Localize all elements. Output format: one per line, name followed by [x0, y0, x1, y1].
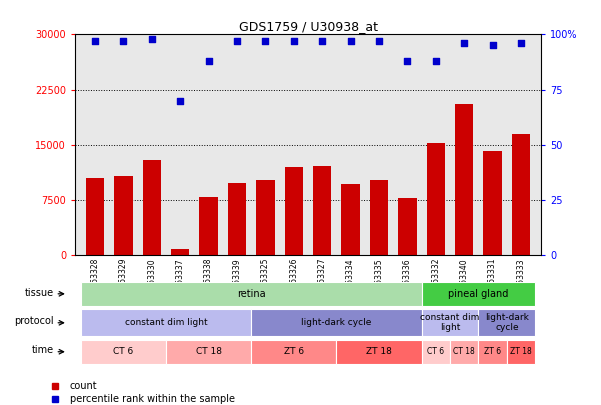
Bar	[81, 309, 251, 336]
Bar	[313, 166, 331, 255]
Text: ZT 18: ZT 18	[366, 347, 392, 356]
Bar	[200, 197, 218, 255]
Point	[431, 58, 441, 64]
Bar	[422, 340, 450, 364]
Text: percentile rank within the sample: percentile rank within the sample	[70, 394, 235, 403]
Title: GDS1759 / U30938_at: GDS1759 / U30938_at	[239, 20, 377, 33]
Bar	[370, 180, 388, 255]
Text: ZT 6: ZT 6	[484, 347, 501, 356]
Text: CT 6: CT 6	[427, 347, 444, 356]
Point	[403, 58, 412, 64]
Point	[374, 38, 384, 44]
Point	[516, 40, 526, 47]
Point	[147, 36, 157, 42]
Bar	[166, 340, 251, 364]
Text: ZT 18: ZT 18	[510, 347, 532, 356]
Text: ZT 6: ZT 6	[284, 347, 304, 356]
Point	[90, 38, 100, 44]
Bar	[251, 340, 337, 364]
Bar	[398, 198, 416, 255]
Bar	[507, 340, 535, 364]
Bar	[114, 176, 133, 255]
Text: CT 18: CT 18	[195, 347, 222, 356]
Bar	[512, 134, 530, 255]
Bar	[478, 309, 535, 336]
Bar	[171, 249, 189, 255]
Bar	[422, 309, 478, 336]
Point	[204, 58, 213, 64]
Bar	[341, 184, 360, 255]
Point	[175, 97, 185, 104]
Text: constant dim
light: constant dim light	[420, 313, 480, 333]
Text: retina: retina	[237, 289, 266, 299]
Text: pineal gland: pineal gland	[448, 289, 508, 299]
Bar	[422, 282, 535, 306]
Bar	[256, 180, 275, 255]
Point	[118, 38, 128, 44]
Bar	[450, 340, 478, 364]
Bar	[455, 104, 474, 255]
Point	[459, 40, 469, 47]
Bar	[142, 160, 161, 255]
Bar	[81, 340, 166, 364]
Point	[317, 38, 327, 44]
Text: protocol: protocol	[14, 316, 54, 326]
Bar	[427, 143, 445, 255]
Point	[488, 42, 498, 49]
Text: light-dark cycle: light-dark cycle	[301, 318, 371, 327]
Point	[232, 38, 242, 44]
Text: CT 6: CT 6	[113, 347, 133, 356]
Bar	[86, 178, 104, 255]
Text: time: time	[32, 345, 54, 356]
Text: light-dark
cycle: light-dark cycle	[485, 313, 529, 333]
Bar	[337, 340, 422, 364]
Bar	[285, 167, 303, 255]
Bar	[228, 183, 246, 255]
Bar	[81, 282, 422, 306]
Text: constant dim light: constant dim light	[124, 318, 207, 327]
Bar	[478, 340, 507, 364]
Point	[261, 38, 270, 44]
Text: CT 18: CT 18	[453, 347, 475, 356]
Bar	[483, 151, 502, 255]
Text: tissue: tissue	[25, 288, 54, 298]
Text: count: count	[70, 381, 97, 391]
Point	[289, 38, 299, 44]
Bar	[251, 309, 422, 336]
Point	[346, 38, 355, 44]
